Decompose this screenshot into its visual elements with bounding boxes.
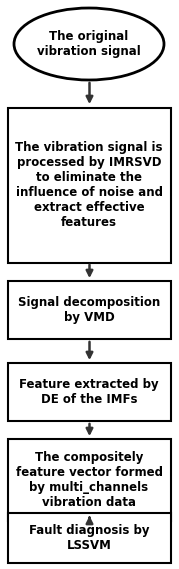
- FancyBboxPatch shape: [8, 513, 171, 563]
- FancyBboxPatch shape: [8, 439, 171, 521]
- FancyBboxPatch shape: [8, 363, 171, 421]
- FancyBboxPatch shape: [8, 281, 171, 339]
- Text: Feature extracted by
DE of the IMFs: Feature extracted by DE of the IMFs: [19, 378, 159, 406]
- Text: The original
vibration signal: The original vibration signal: [37, 30, 141, 58]
- FancyBboxPatch shape: [8, 108, 171, 262]
- Text: Signal decomposition
by VMD: Signal decomposition by VMD: [18, 296, 160, 324]
- Ellipse shape: [14, 8, 164, 80]
- Text: The compositely
feature vector formed
by multi_channels
vibration data: The compositely feature vector formed by…: [16, 451, 163, 509]
- Text: Fault diagnosis by
LSSVM: Fault diagnosis by LSSVM: [29, 524, 149, 552]
- Text: The vibration signal is
processed by IMRSVD
to eliminate the
influence of noise : The vibration signal is processed by IMR…: [15, 141, 163, 229]
